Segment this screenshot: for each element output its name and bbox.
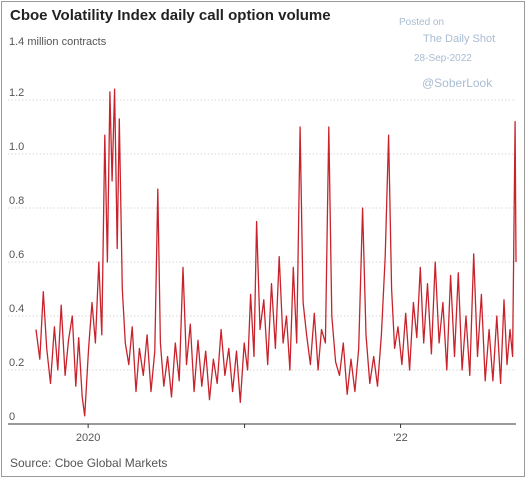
series-line <box>35 88 517 417</box>
source-note: Source: Cboe Global Markets <box>10 456 168 470</box>
credit-posted-on: Posted on <box>399 17 445 28</box>
x-tick-label: 2020 <box>76 432 100 444</box>
x-axis: 2020 '22 <box>8 423 516 444</box>
y-tick-label: 1.0 <box>9 141 24 153</box>
y-axis-unit-label: 1.4 million contracts <box>9 36 107 48</box>
credit-handle: @SoberLook <box>422 76 493 90</box>
x-tick-label: '22 <box>393 432 407 444</box>
y-tick-label: 0.2 <box>9 357 24 369</box>
credit-date: 28-Sep-2022 <box>414 53 472 64</box>
y-tick-label: 0.8 <box>9 195 24 207</box>
y-tick-label: 1.2 <box>9 87 24 99</box>
credit-publication: The Daily Shot <box>423 33 496 45</box>
chart-title: Cboe Volatility Index daily call option … <box>10 7 331 24</box>
y-tick-label: 0 <box>9 411 15 423</box>
y-tick-label: 0.4 <box>9 303 24 315</box>
y-tick-label: 0.6 <box>9 249 24 261</box>
y-tick-labels: 0 0.2 0.4 0.6 0.8 1.0 1.2 <box>9 87 24 423</box>
